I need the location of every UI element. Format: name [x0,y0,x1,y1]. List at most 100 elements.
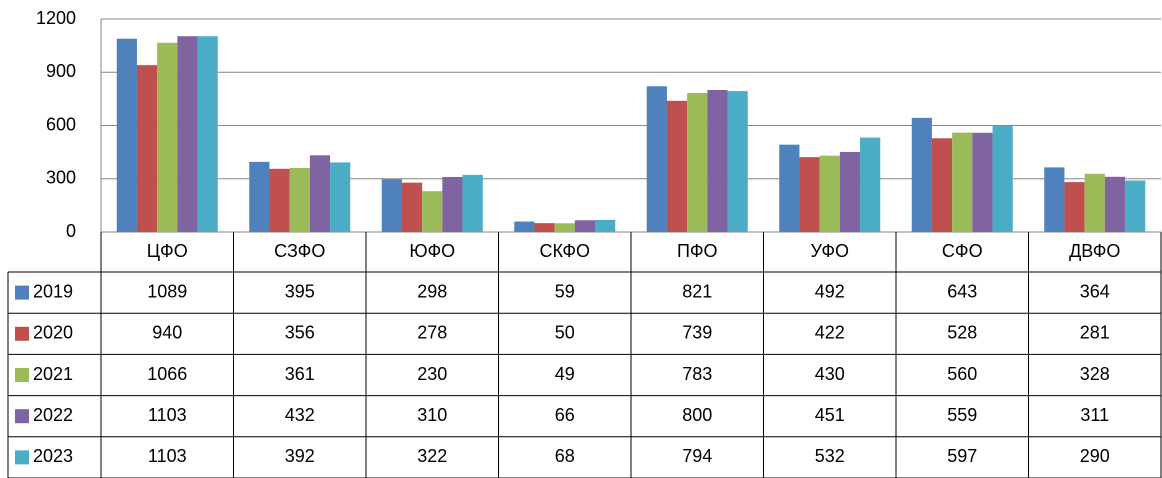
table-cell: 364 [1080,281,1110,301]
table-cell: 281 [1080,323,1110,343]
legend-label: 2019 [33,281,73,301]
bar [972,132,993,232]
table-cell: 290 [1080,446,1110,466]
bar [554,223,575,232]
table-cell: 597 [947,446,977,466]
bar [422,191,443,232]
bar [1125,180,1146,232]
table-cell: 430 [815,364,845,384]
x-tick-label: ЮФО [409,241,455,261]
bar [860,137,881,232]
bar [514,221,535,232]
table-cell: 783 [682,364,712,384]
y-tick-label: 0 [66,221,76,241]
table-cell: 559 [947,405,977,425]
bar [595,219,616,232]
bar [401,182,423,232]
legend-swatch [15,285,29,300]
bar [1084,173,1105,232]
table-cell: 821 [682,281,712,301]
table-cell: 528 [947,323,977,343]
bar [779,144,800,232]
bar [687,93,708,232]
bar [157,42,178,232]
x-tick-label: ПФО [677,241,718,261]
table-cell: 50 [555,323,575,343]
y-tick-label: 900 [46,61,76,81]
bar [330,162,351,232]
x-tick-label: СФО [942,241,983,261]
bar [952,132,973,232]
y-tick-label: 1200 [36,8,76,28]
table-cell: 643 [947,281,977,301]
y-tick-label: 600 [46,114,76,134]
bar [819,155,840,232]
bar [839,151,861,232]
table-cell: 49 [555,364,575,384]
bar [1044,167,1065,232]
table-cell: 311 [1080,405,1109,425]
bar [799,157,820,232]
bar [911,117,932,232]
table-cell: 800 [682,405,712,425]
table-cell: 310 [417,405,447,425]
table-cell: 794 [682,446,712,466]
table-cell: 422 [815,323,845,343]
table-cell: 1089 [147,281,187,301]
bar [707,90,728,232]
table-cell: 940 [152,323,182,343]
bar [534,223,555,232]
table-cell: 1103 [148,405,187,425]
legend-swatch [15,326,29,341]
table-cell: 66 [555,405,575,425]
x-tick-label: СЗФО [274,241,325,261]
bar [381,179,402,232]
table-cell: 532 [815,446,845,466]
x-tick-label: ДВФО [1069,241,1120,261]
bar [1064,182,1085,232]
bar [136,65,158,233]
bar [646,86,667,233]
y-tick-label: 300 [46,168,76,188]
table-cell: 298 [417,281,447,301]
table-cell: 392 [285,446,315,466]
table-cell: 1066 [147,364,187,384]
table-cell: 361 [285,364,315,384]
table-cell: 68 [555,446,575,466]
legend-swatch [15,450,29,465]
bar [574,220,596,232]
legend-swatch [15,409,29,424]
table-cell: 395 [285,281,315,301]
bar [992,126,1013,232]
bar [116,38,137,232]
legend-label: 2023 [33,446,73,466]
bar [462,174,483,232]
bar [289,167,310,232]
bar [1104,176,1126,232]
table-cell: 59 [555,281,575,301]
table-cell: 1103 [148,446,187,466]
legend-label: 2021 [33,364,73,384]
bar [197,36,218,232]
x-tick-label: СКФО [539,241,590,261]
bar [269,168,290,232]
legend-swatch [15,368,29,382]
legend-label: 2022 [33,405,73,425]
x-tick-label: УФО [810,241,849,261]
table-cell: 328 [1080,364,1110,384]
bar [931,138,953,232]
bar [249,161,270,232]
table-cell: 451 [815,405,845,425]
bar [666,100,688,232]
table-cell: 356 [285,323,315,343]
table-cell: 432 [285,405,315,425]
table-cell: 560 [947,364,977,384]
bar [309,155,331,232]
bar [177,36,198,232]
legend-label: 2020 [33,323,73,343]
table-cell: 739 [682,323,712,343]
bar [442,176,463,232]
bar [727,91,748,232]
x-tick-label: ЦФО [147,241,188,261]
